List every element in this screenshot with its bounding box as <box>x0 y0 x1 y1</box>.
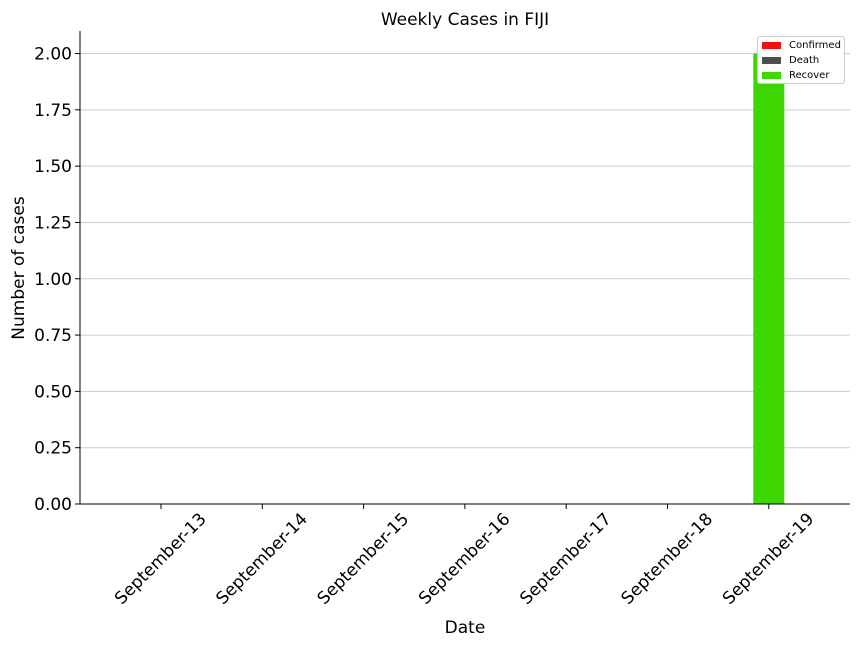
x-tick-labels: September-13 September-14 September-15 Sept… <box>111 504 818 609</box>
y-tick-label: 2.00 <box>34 45 72 65</box>
legend-swatch-death <box>762 56 781 64</box>
x-tick-label: September-13 <box>111 509 210 608</box>
bar-recover <box>753 53 785 505</box>
x-tick-label: September-15 <box>314 509 413 608</box>
y-tick-label: 0.00 <box>34 495 72 515</box>
y-tick-label: 1.00 <box>34 270 72 290</box>
legend-item-confirmed: Confirmed <box>762 38 841 52</box>
x-tick-label: September-18 <box>618 509 717 608</box>
legend-item-recover: Recover <box>762 68 829 82</box>
legend-label-recover: Recover <box>789 69 830 81</box>
legend-swatch-confirmed <box>762 41 781 49</box>
chart-title: Weekly Cases in FIJI <box>381 10 549 30</box>
gridlines <box>80 53 850 505</box>
legend: Confirmed Death Recover <box>757 36 845 84</box>
legend-swatch-recover <box>762 71 781 79</box>
legend-item-death: Death <box>762 53 819 67</box>
y-tick-label: 0.75 <box>34 326 72 346</box>
bars <box>753 53 785 505</box>
x-tick-label: September-19 <box>719 509 818 608</box>
x-tick-label: September-16 <box>415 509 514 608</box>
y-tick-label: 1.75 <box>34 101 72 121</box>
y-axis-label: Number of cases <box>9 196 29 340</box>
legend-label-death: Death <box>789 54 820 66</box>
x-tick-label: September-14 <box>212 509 311 608</box>
axes <box>79 31 850 505</box>
y-tick-label: 1.50 <box>34 157 72 177</box>
legend-label-confirmed: Confirmed <box>789 39 841 51</box>
y-tick-labels: 0.00 0.25 0.50 0.75 1.00 1.25 1.50 1.75 2.00 <box>34 45 80 515</box>
x-axis-label: Date <box>445 618 486 638</box>
y-tick-label: 0.25 <box>34 439 72 459</box>
y-tick-label: 1.25 <box>34 213 72 233</box>
x-tick-label: September-17 <box>516 509 615 608</box>
y-tick-label: 0.50 <box>34 382 72 402</box>
